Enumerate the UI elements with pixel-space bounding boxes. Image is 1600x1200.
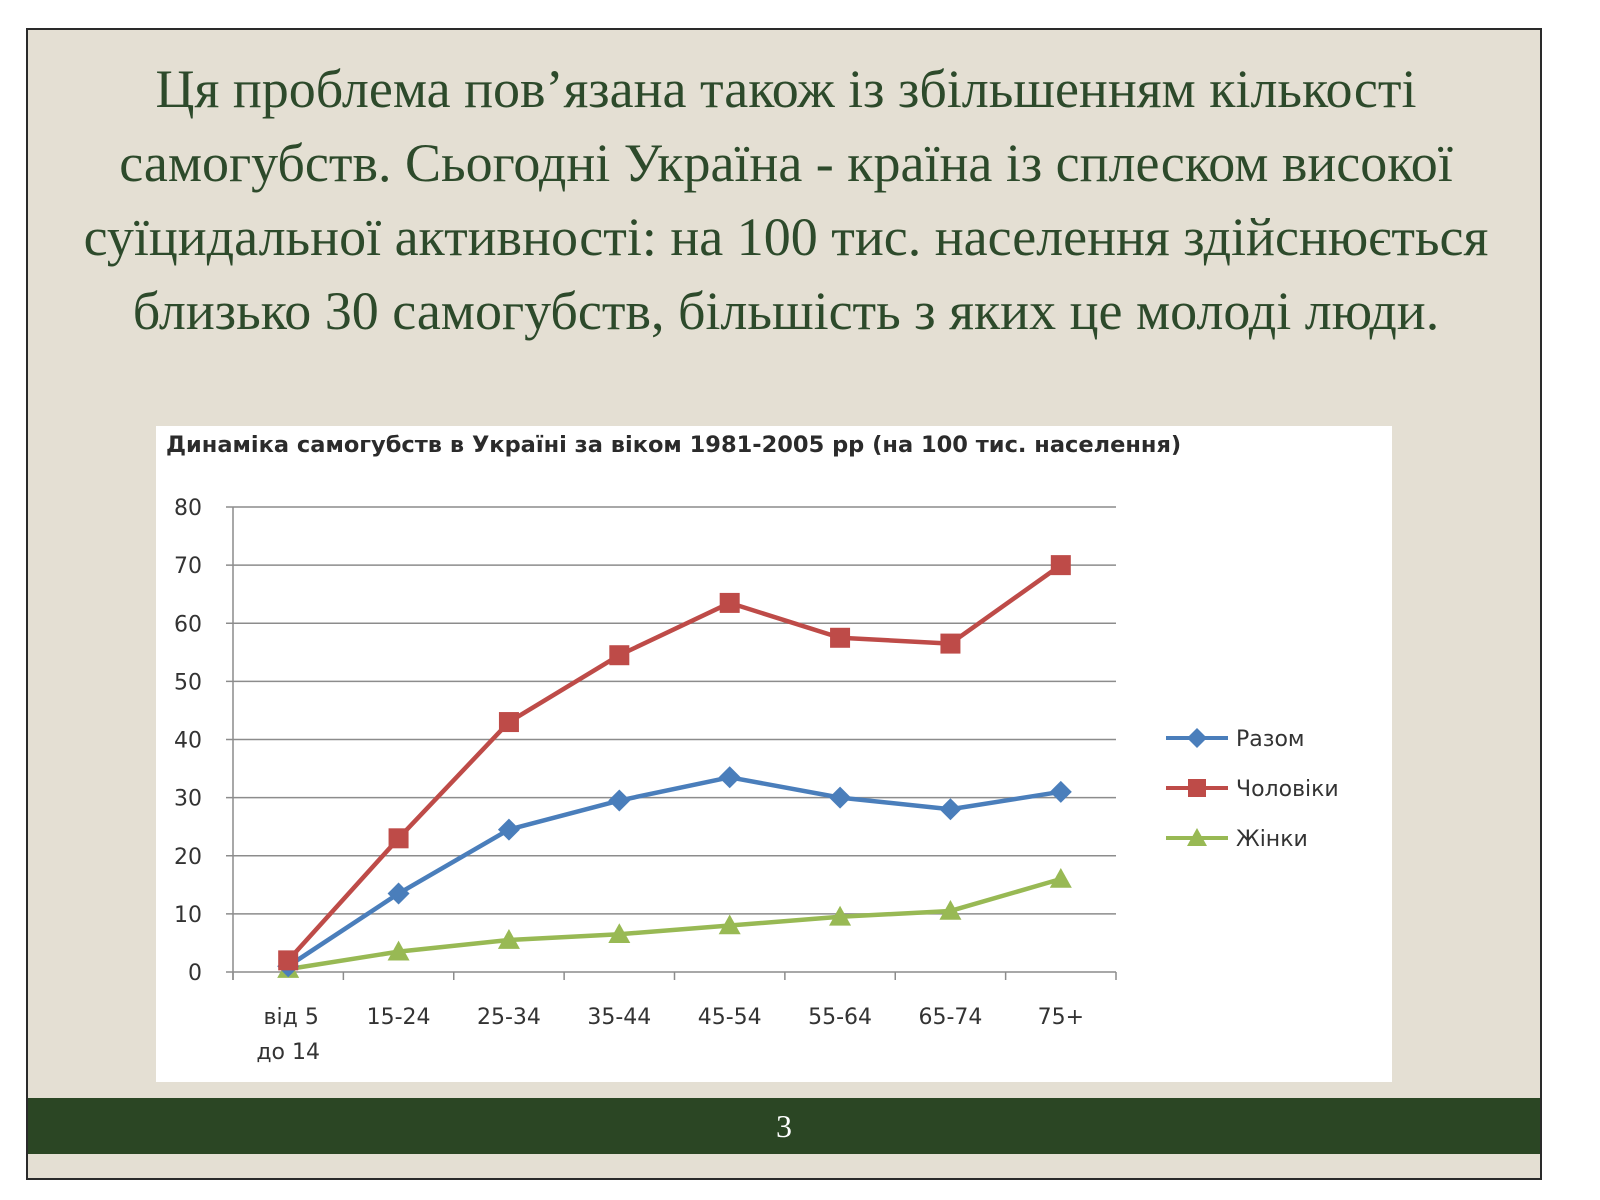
- data-point: [498, 712, 519, 733]
- x-tick-label: 45-54: [698, 1005, 762, 1030]
- data-point: [608, 923, 631, 944]
- series-line-2: [287, 876, 1062, 972]
- data-point: [1049, 780, 1072, 803]
- data-point: [718, 914, 741, 935]
- slide: Ця проблема пов’язана також із збільшенн…: [26, 28, 1542, 1180]
- x-tick-label: 15-24: [367, 1005, 431, 1030]
- data-point: [939, 798, 962, 821]
- footer-bar: 3: [28, 1098, 1540, 1154]
- data-point: [497, 818, 520, 841]
- y-tick-label: 50: [174, 670, 202, 695]
- data-point: [830, 627, 851, 648]
- legend-label: Чоловіки: [1236, 777, 1339, 802]
- legend-marker: [1187, 728, 1207, 748]
- data-point: [940, 633, 961, 654]
- data-point: [939, 899, 962, 920]
- y-tick-label: 70: [174, 554, 202, 579]
- data-point: [1049, 868, 1072, 888]
- y-tick-label: 80: [174, 496, 202, 521]
- chart-plot: 0 10 20 30 40 50 60 70 80 від 5 до 14 15-24 25-34 35-…: [174, 496, 1339, 1065]
- data-point: [1050, 555, 1071, 576]
- data-point: [497, 929, 520, 949]
- data-point: [829, 905, 852, 926]
- data-point: [387, 882, 410, 905]
- x-tick-label: 35-44: [587, 1005, 651, 1030]
- y-tick-label: 0: [188, 961, 202, 986]
- x-tick-label: 55-64: [808, 1005, 872, 1030]
- data-point: [388, 828, 409, 849]
- chart: Динаміка самогубств в Україні за віком 1…: [156, 426, 1392, 1082]
- legend-marker: [1187, 828, 1207, 846]
- data-point: [718, 766, 741, 789]
- data-point: [719, 592, 740, 613]
- series-line-0: [286, 775, 1062, 969]
- legend-label: Разом: [1236, 727, 1305, 752]
- y-tick-label: 20: [174, 845, 202, 870]
- y-tick-label: 40: [174, 729, 202, 754]
- x-tick-label: до 14: [256, 1040, 320, 1065]
- x-tick-label: 65-74: [918, 1005, 982, 1030]
- y-tick-label: 30: [174, 787, 202, 812]
- series-line-1: [286, 563, 1063, 962]
- legend-marker: [1188, 779, 1206, 797]
- x-tick-label: 75+: [1038, 1005, 1084, 1030]
- x-tick-label: від 5: [264, 1005, 319, 1030]
- chart-title: Динаміка самогубств в Україні за віком 1…: [166, 432, 1182, 458]
- data-point: [278, 950, 299, 971]
- y-tick-label: 10: [174, 903, 202, 928]
- page-number: 3: [776, 1107, 792, 1144]
- x-tick-label: 25-34: [477, 1005, 541, 1030]
- y-tick-label: 60: [174, 612, 202, 637]
- data-point: [829, 786, 852, 809]
- data-point: [387, 940, 410, 961]
- data-point: [608, 789, 631, 812]
- legend-label: Жінки: [1236, 827, 1308, 852]
- slide-text: Ця проблема пов’язана також із збільшенн…: [83, 59, 1489, 341]
- data-point: [609, 645, 630, 666]
